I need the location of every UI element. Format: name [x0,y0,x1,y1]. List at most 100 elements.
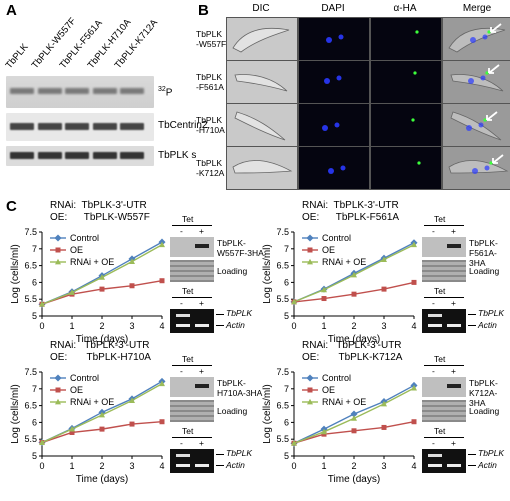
legend-label: RNAi + OE [322,257,366,267]
growth-chart: 5 5.5 6 6.5 7 7.5 0 1 2 3 4 Time (days) Log (cells/m… [10,227,166,345]
x-axis-label: Time (days) [76,474,128,485]
ha-band [447,244,461,248]
data-point [381,256,387,262]
cell-outline [234,74,288,92]
chart-title-oe: OE: TbPLK-W557F [50,212,150,223]
row-label-line1: TbPLK [196,115,222,125]
gel-band-tbplk [176,314,190,317]
data-point [381,286,387,292]
cell-outline [232,27,290,53]
dic-image [226,146,298,190]
ha-western-blot [422,237,466,257]
tet-minus: - [432,226,435,236]
x-tick-label: 4 [159,321,164,331]
y-tick-label: 6.5 [276,401,289,411]
dapi-spot [470,37,476,43]
data-point [321,428,327,435]
x-axis-label: Time (days) [328,474,380,485]
legend-label: OE [70,385,83,395]
growth-chart: 5 5.5 6 6.5 7 7.5 0 1 2 3 4 Time (days) Log (cells/m… [262,227,418,345]
arrow-icon [468,325,476,326]
tet-minus: - [180,366,183,376]
tet-line [424,437,464,438]
legend-label: OE [322,245,335,255]
arrow-icon [216,314,224,315]
arrow-icon [492,154,504,164]
cell-outline [448,160,509,174]
tet-plus: + [199,438,204,448]
band-32p [93,88,117,94]
gel-band-tbplk [428,454,442,457]
ha-label-1: TbPLK- [469,238,498,248]
chart-title-rnai: RNAi: TbPLK-3'-UTR [50,340,150,351]
tet-label: Tet [182,426,194,436]
x-tick-label: 1 [321,461,326,471]
x-tick-label: 0 [39,321,44,331]
dapi-spot [482,34,488,40]
dapi-spot [334,122,340,128]
arrow-icon [216,465,224,466]
x-tick-label: 3 [129,321,134,331]
data-point [99,274,105,280]
data-point [129,397,135,403]
ha-image [370,146,442,190]
tet-line [172,365,212,366]
x-tick-label: 4 [159,461,164,471]
chart-title-oe: OE: TbPLK-K712A [302,352,403,363]
growth-chart: 5 5.5 6 6.5 7 7.5 0 1 2 3 4 Time (days) Log (cells/m… [10,367,166,485]
panel-b-letter: B [198,2,209,19]
arrow-icon [468,314,476,315]
legend-label: RNAi + OE [322,397,366,407]
dapi-spot [326,37,332,43]
x-tick-label: 2 [99,321,104,331]
ha-spot [483,118,487,122]
y-tick-label: 6 [32,417,37,427]
loading-label: Loading [217,406,248,416]
band-tbplk [38,152,62,159]
data-point [39,439,45,445]
data-point [159,380,165,387]
ha-label-2: W557F-3HA [217,248,264,258]
series-line [41,280,163,305]
y-tick-label: 5 [284,311,289,321]
y-tick-label: 7.5 [24,367,37,377]
x-tick-label: 4 [411,461,416,471]
actin-label: Actin [478,460,497,470]
y-tick-label: 5 [32,451,37,461]
y-tick-label: 6 [32,277,37,287]
chart-title-rnai: RNAi: TbPLK-3'-UTR [302,340,402,351]
column-head: DIC [252,3,270,14]
ha-label-2: F561A-3HA [469,248,497,268]
arrow-icon [216,325,224,326]
ha-spot [411,118,415,122]
y-axis-label: Log (cells/ml) [10,384,21,443]
y-tick-label: 7.5 [276,367,289,377]
tbplk-label: TbPLK [226,308,252,318]
gel-band-actin [428,464,442,467]
ha-spot [417,161,421,165]
data-point [159,241,165,248]
data-point [69,425,75,432]
row-label-line2: -H710A [196,125,225,135]
x-tick-label: 3 [381,461,386,471]
legend-label: Control [70,233,99,243]
column-head: Merge [462,3,492,14]
tet-minus: - [432,438,435,448]
dapi-spot [336,75,342,81]
data-point [39,301,45,307]
chart-title-rnai: RNAi: TbPLK-3'-UTR [302,200,399,211]
x-tick-label: 2 [351,321,356,331]
data-point [351,428,357,434]
dapi-spot [480,75,486,81]
gel-band-actin [176,464,190,467]
data-point [129,258,135,264]
x-tick-label: 1 [69,461,74,471]
data-point [411,279,417,285]
series-line [41,421,163,444]
merge-image [442,60,510,104]
y-tick-label: 5.5 [276,294,289,304]
band-tbcentrin2 [65,123,89,130]
cell-outline [234,111,286,141]
ha-spot [415,30,419,34]
band-32p [120,88,144,94]
